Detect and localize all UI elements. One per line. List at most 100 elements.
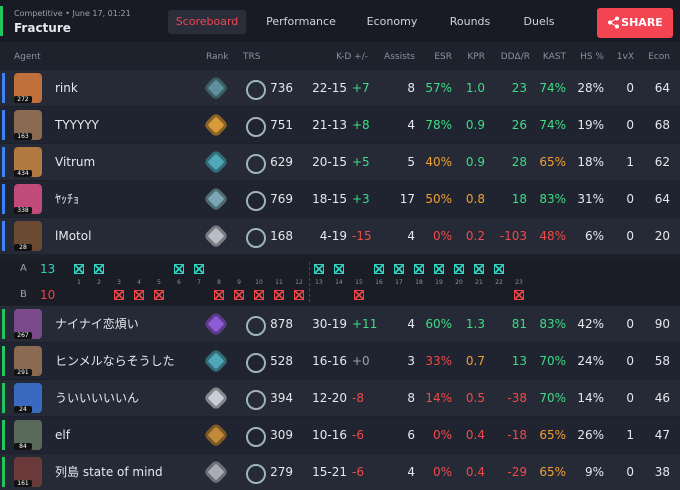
stat-esr: 57%	[425, 81, 452, 95]
round-win-icon	[174, 264, 184, 274]
stat-hs: 19%	[577, 118, 604, 132]
trs-icon	[246, 464, 266, 484]
stat-trs: 394	[270, 391, 293, 405]
trs-icon	[246, 427, 266, 447]
trs-icon	[246, 353, 266, 373]
stat-econ: 64	[654, 81, 670, 95]
stat-assists: 4	[407, 465, 415, 479]
stat-clutch: 0	[626, 192, 634, 206]
player-name: rink	[55, 81, 78, 95]
stat-assists: 6	[407, 428, 415, 442]
tab[interactable]: Economy	[366, 15, 418, 28]
stat-esr: 0%	[432, 229, 452, 243]
round-win-icon	[154, 290, 164, 300]
round-number: 12	[295, 279, 303, 286]
stat-dd: 13	[511, 354, 527, 368]
share-label[interactable]: SHARE	[621, 16, 663, 29]
player-name: ういいいいいん	[55, 391, 140, 405]
stat-econ: 20	[654, 229, 670, 243]
round-number: 20	[455, 279, 463, 286]
tab[interactable]: Rounds	[449, 15, 491, 28]
stat-clutch: 0	[626, 118, 634, 132]
stat-econ: 58	[654, 354, 670, 368]
stat-diff: -15	[352, 229, 372, 243]
player-level: 434	[14, 170, 32, 177]
round-number: 3	[117, 279, 121, 286]
stat-econ: 90	[654, 317, 670, 331]
stat-esr: 33%	[425, 354, 452, 368]
player-row	[0, 380, 680, 416]
round-win-icon	[254, 290, 264, 300]
stat-kast: 65%	[539, 428, 566, 442]
stat-kpr: 0.4	[465, 428, 485, 442]
round-win-icon	[374, 264, 384, 274]
team-bar	[2, 383, 5, 413]
round-number: 22	[495, 279, 503, 286]
team-bar	[2, 457, 5, 487]
stat-kpr: 0.5	[465, 391, 485, 405]
team-bar	[2, 420, 5, 450]
stat-dd: 81	[511, 317, 527, 331]
stat-kd: 15-21	[312, 465, 347, 479]
round-number: 13	[315, 279, 323, 286]
stat-econ: 47	[654, 428, 670, 442]
stat-hs: 31%	[577, 192, 604, 206]
round-number: 10	[255, 279, 263, 286]
round-number: 2	[97, 279, 101, 286]
round-number: 5	[157, 279, 161, 286]
stat-clutch: 1	[626, 428, 634, 442]
player-name: 列島 state of mind	[55, 465, 163, 479]
tab[interactable]: Duels	[523, 15, 555, 28]
stat-diff: -6	[352, 428, 364, 442]
player-level: 163	[14, 133, 32, 140]
stat-hs: 6%	[584, 229, 604, 243]
tab[interactable]: Scoreboard	[168, 10, 246, 34]
trs-icon	[246, 316, 266, 336]
stat-esr: 14%	[425, 391, 452, 405]
player-level: 84	[14, 443, 32, 450]
round-win-icon	[274, 290, 284, 300]
stat-trs: 769	[270, 192, 293, 206]
round-number: 4	[137, 279, 141, 286]
stat-clutch: 0	[626, 354, 634, 368]
tab[interactable]: Performance	[266, 15, 336, 28]
player-name: TYYYYY	[55, 118, 99, 132]
stat-kast: 70%	[539, 391, 566, 405]
stat-trs: 528	[270, 354, 293, 368]
player-level: 338	[14, 207, 32, 214]
column-header: TRS	[243, 52, 261, 62]
stat-kpr: 0.2	[465, 229, 485, 243]
team-bar	[2, 346, 5, 376]
round-win-icon	[394, 264, 404, 274]
player-row	[0, 144, 680, 180]
stat-diff: -6	[352, 465, 364, 479]
column-header: ESR	[434, 52, 452, 62]
round-number: 7	[197, 279, 201, 286]
match-mode: Competitive • June 17, 01:21	[14, 9, 131, 18]
stat-diff: +7	[352, 81, 370, 95]
player-name: elf	[55, 428, 70, 442]
stat-kpr: 1.3	[465, 317, 485, 331]
stat-trs: 736	[270, 81, 293, 95]
round-number: 6	[177, 279, 181, 286]
round-win-icon	[314, 264, 324, 274]
player-name: lMotol	[55, 229, 92, 243]
team-bar	[2, 147, 5, 177]
stat-kd: 22-15	[312, 81, 347, 95]
column-header: Agent	[14, 52, 41, 62]
stat-trs: 751	[270, 118, 293, 132]
stat-kast: 65%	[539, 465, 566, 479]
round-win-icon	[474, 264, 484, 274]
stat-dd: -29	[507, 465, 527, 479]
stat-dd: 23	[511, 81, 527, 95]
stat-kpr: 0.8	[465, 192, 485, 206]
stat-diff: +0	[352, 354, 370, 368]
stat-assists: 17	[399, 192, 415, 206]
stat-assists: 3	[407, 354, 415, 368]
column-header: Rank	[206, 52, 229, 62]
round-number: 21	[475, 279, 483, 286]
team-bar	[2, 221, 5, 251]
player-row	[0, 70, 680, 106]
stat-esr: 0%	[432, 428, 452, 442]
round-number: 14	[335, 279, 343, 286]
